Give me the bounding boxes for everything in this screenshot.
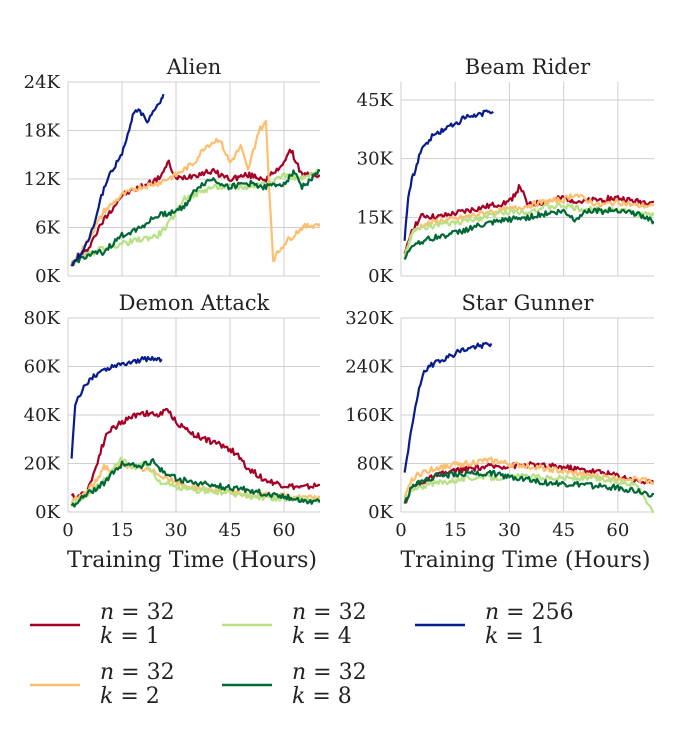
y-tick-label: 15K [357,207,394,228]
x-tick-label: 60 [606,520,629,541]
x-tick-label: 0 [62,520,73,541]
x-axis-label: Training Time (Hours) [401,548,651,573]
y-tick-label: 0K [35,502,60,523]
y-tick-label: 80K [357,454,394,475]
legend-label-n: n = 32 [292,600,367,625]
y-tick-label: 0K [368,502,393,523]
series-line-b [70,93,165,267]
y-tick-label: 60K [24,357,61,378]
series-line-g [403,469,654,504]
legend-item-l: n = 32k = 4 [222,600,367,649]
chart-title: Demon Attack [119,291,270,315]
legend-label-n: n = 32 [100,600,175,625]
legend-item-y: n = 32k = 2 [30,660,175,709]
series-line-b [403,341,493,473]
series-line-b [403,109,494,241]
chart-panel-3: 0K 80K 160K 240K 320K 0 15 30 45 60 Star Gunner Tra… [345,291,654,573]
legend-label-k: k = 8 [292,684,352,709]
legend-label-n: n = 32 [292,660,367,685]
legend-label-k: k = 1 [100,624,160,649]
y-tick-label: 240K [345,357,393,378]
legend-label-k: k = 4 [292,624,352,649]
legend-item-r: n = 32k = 1 [30,600,175,649]
series-line-r [70,148,320,267]
x-tick-label: 15 [111,520,134,541]
legend-label-k: k = 1 [485,624,545,649]
legend-label-k: k = 2 [100,684,160,709]
series-line-l [403,202,654,260]
x-tick-label: 30 [498,520,521,541]
x-tick-label: 45 [552,520,575,541]
series-line-y [403,193,654,259]
chart-panel-2: 0K 20K 40K 60K 80K 0 15 30 45 60 Demon Attack Train… [24,291,320,573]
y-tick-label: 18K [24,121,61,142]
chart-panel-0: 0K 6K 12K 18K 24K Alien [24,55,320,287]
series-line-r [70,407,320,501]
y-tick-label: 160K [345,405,393,426]
series-line-g [71,169,320,264]
y-tick-label: 0K [35,266,60,287]
y-tick-label: 12K [24,169,61,190]
x-tick-label: 0 [395,520,406,541]
y-tick-label: 20K [24,454,61,475]
x-tick-label: 45 [219,520,242,541]
series-line-g [70,458,320,508]
series-line-r [403,184,654,255]
y-tick-label: 45K [357,90,394,111]
chart-title: Alien [166,55,222,79]
y-tick-label: 24K [24,72,61,93]
legend-item-g: n = 32k = 8 [222,660,367,709]
legend: n = 32k = 1n = 32k = 2n = 32k = 4n = 32k… [30,600,574,709]
chart-title: Star Gunner [462,291,595,315]
x-tick-label: 30 [165,520,188,541]
x-tick-label: 15 [444,520,467,541]
y-tick-label: 0K [368,266,393,287]
legend-label-n: n = 256 [485,600,574,625]
y-tick-label: 30K [357,149,394,170]
y-tick-label: 320K [345,308,393,329]
y-tick-label: 80K [24,308,61,329]
series-line-y [70,119,320,266]
series-line-b [70,355,163,459]
chart-title: Beam Rider [465,55,591,79]
x-axis-label: Training Time (Hours) [67,548,317,573]
x-tick-label: 60 [273,520,296,541]
y-tick-label: 40K [24,405,61,426]
y-tick-label: 6K [35,218,60,239]
legend-label-n: n = 32 [100,660,175,685]
series-line-g [403,206,654,260]
chart-panel-1: 0K 15K 30K 45K Beam Rider [357,55,654,287]
